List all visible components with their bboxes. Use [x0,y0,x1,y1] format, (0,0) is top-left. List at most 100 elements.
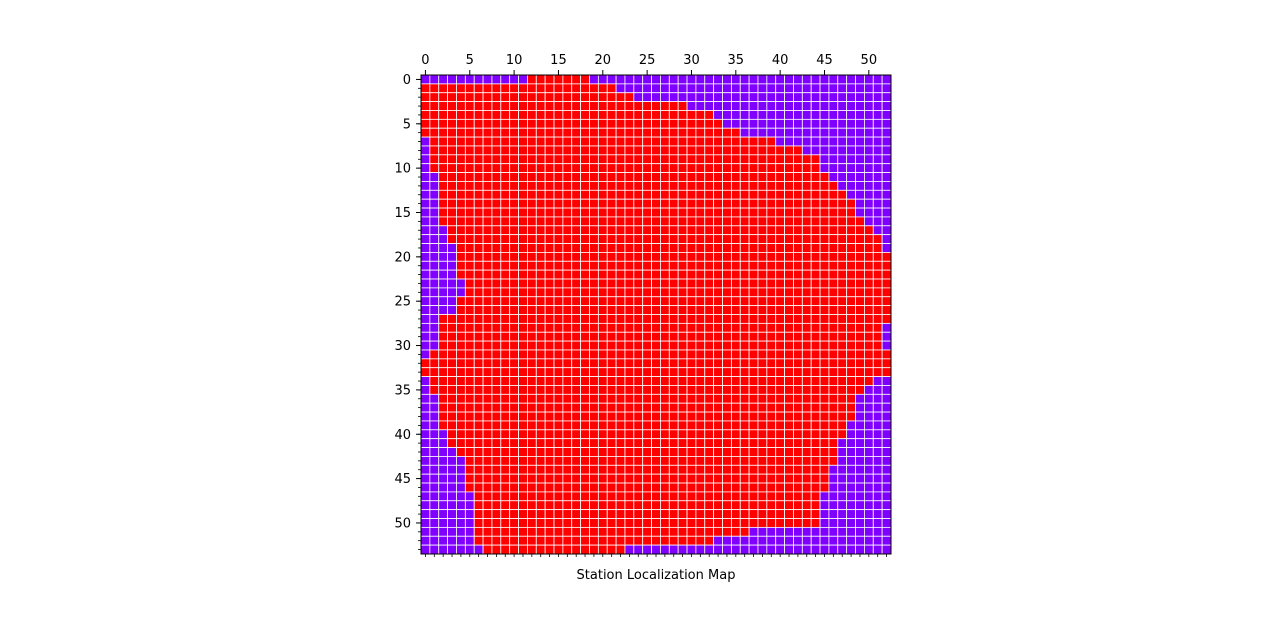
heatmap-cell [473,518,484,528]
heatmap-cell [713,544,723,555]
heatmap-cell [527,411,537,422]
heatmap-cell [544,172,555,182]
heatmap-cell [775,544,785,555]
heatmap-cell [739,145,750,156]
heatmap-cell [686,74,697,85]
heatmap-cell [855,145,865,156]
heatmap-cell [677,420,688,431]
heatmap-cell [562,526,573,537]
heatmap-cell [828,110,839,120]
heatmap-cell [739,101,750,111]
heatmap-cell [615,172,626,182]
heatmap-cell [464,349,475,360]
heatmap-cell [518,278,528,289]
heatmap-cell [881,225,892,236]
heatmap-cell [784,216,794,227]
heatmap-cell [651,535,661,546]
heatmap-cell [722,331,732,342]
heatmap-cell [686,260,697,271]
heatmap-cell [801,287,812,298]
heatmap-cell [872,225,883,236]
heatmap-cell [748,402,759,413]
heatmap-cell [651,340,661,351]
heatmap-cell [801,234,812,244]
heatmap-cell [660,349,670,360]
heatmap-cell [801,482,812,493]
heatmap-cell [864,154,874,165]
heatmap-cell [544,305,555,315]
heatmap-cell [491,411,502,422]
heatmap-cell [828,225,839,236]
heatmap-cell [766,411,777,422]
heatmap-cell [447,225,457,236]
heatmap-cell [748,216,759,227]
heatmap-cell [624,243,635,253]
heatmap-cell [695,118,706,129]
heatmap-cell [527,305,537,315]
heatmap-cell [837,83,848,94]
heatmap-cell [828,154,839,165]
heatmap-cell [606,92,617,103]
heatmap-cell [881,154,892,165]
heatmap-cell [686,181,697,191]
heatmap-cell [713,189,723,200]
heatmap-cell [651,189,661,200]
heatmap-cell [544,118,555,129]
heatmap-cell [722,464,732,475]
heatmap-cell [491,287,502,298]
heatmap-cell [801,376,812,386]
heatmap-cell [544,340,555,351]
heatmap-cell [420,544,431,555]
heatmap-cell [624,322,635,333]
heatmap-cell [704,118,715,129]
heatmap-cell [668,500,679,511]
heatmap-cell [544,322,555,333]
heatmap-cell [429,278,440,289]
heatmap-cell [660,127,670,138]
heatmap-cell [527,438,537,448]
heatmap-cell [615,163,626,173]
heatmap-cell [509,216,519,227]
heatmap-cell [535,340,546,351]
heatmap-cell [642,252,652,262]
heatmap-cell [677,269,688,280]
heatmap-cell [571,278,582,289]
heatmap-cell [668,181,679,191]
heatmap-cell [597,154,608,165]
heatmap-cell [793,358,803,369]
heatmap-cell [615,420,626,431]
heatmap-cell [553,544,564,555]
heatmap-cell [518,456,528,466]
heatmap-cell [589,473,599,484]
heatmap-cell [615,252,626,262]
heatmap-cell [739,189,750,200]
heatmap-cell [597,385,608,395]
heatmap-cell [544,526,555,537]
heatmap-cell [527,136,537,147]
heatmap-cell [482,189,493,200]
heatmap-cell [819,526,830,537]
heatmap-cell [606,429,617,440]
heatmap-cell [429,376,440,386]
heatmap-cell [500,234,511,244]
heatmap-cell [633,491,644,502]
heatmap-cell [464,314,475,324]
heatmap-cell [500,243,511,253]
heatmap-cell [482,438,493,448]
heatmap-cell [518,154,528,165]
heatmap-cell [606,340,617,351]
heatmap-cell [597,118,608,129]
heatmap-cell [810,74,821,85]
heatmap-cell [793,207,803,218]
heatmap-cell [872,198,883,209]
heatmap-cell [660,402,670,413]
heatmap-cell [713,198,723,209]
heatmap-cell [660,456,670,466]
heatmap-cell [544,252,555,262]
heatmap-cell [544,278,555,289]
heatmap-cell [864,287,874,298]
heatmap-cell [482,269,493,280]
heatmap-cell [766,376,777,386]
heatmap-cell [872,269,883,280]
heatmap-cell [535,101,546,111]
